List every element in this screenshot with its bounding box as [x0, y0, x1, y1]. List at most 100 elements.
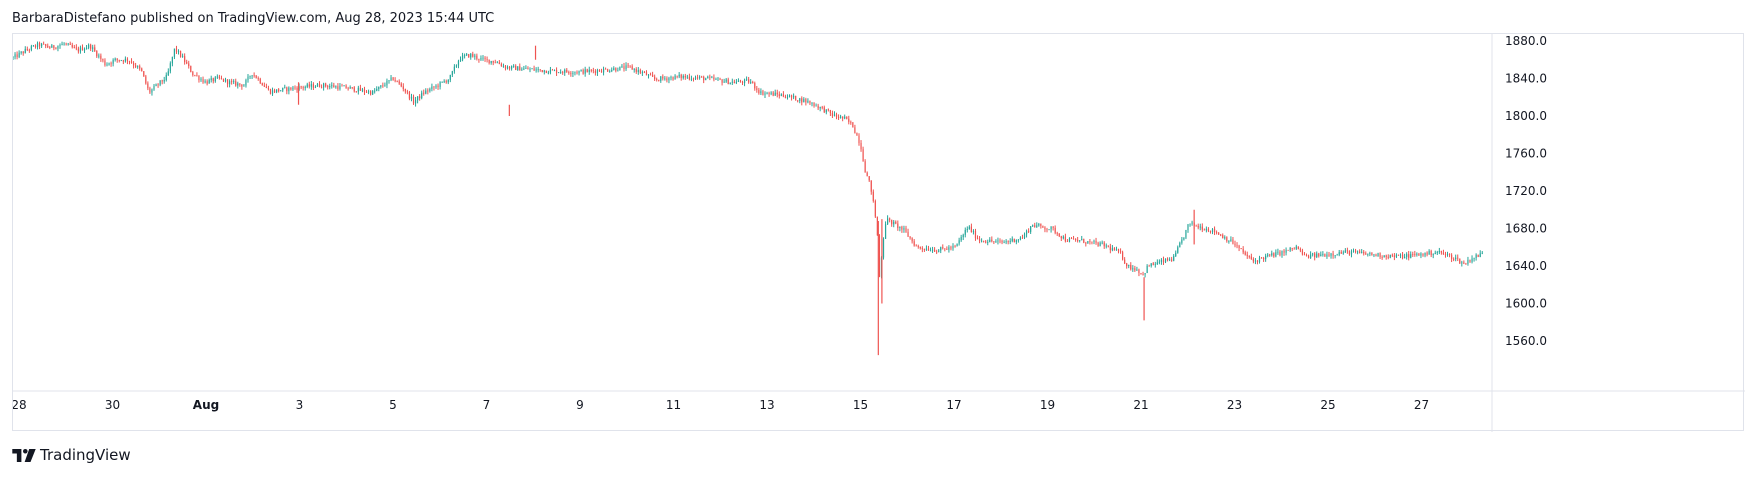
candle-body [737, 80, 740, 82]
candle-body [1220, 234, 1222, 236]
candle-body [731, 81, 733, 83]
candle-body [931, 249, 934, 251]
candle-body [67, 43, 69, 45]
candle-body [1434, 252, 1436, 255]
candle-body [1111, 248, 1113, 251]
candle-body [566, 69, 568, 73]
candle-body [370, 91, 372, 95]
candle-body [1426, 252, 1428, 255]
candle-body [574, 72, 576, 74]
candle-body [623, 66, 625, 69]
candle-body [155, 84, 157, 87]
candle-body [116, 58, 118, 60]
candle-body [1105, 245, 1107, 247]
candle-body [637, 70, 639, 72]
candle-body [1457, 257, 1459, 259]
candle-body [795, 95, 797, 101]
x-tick-label: 9 [576, 398, 584, 412]
candle-body [825, 109, 827, 113]
candle-body [1273, 253, 1275, 257]
candle-body [20, 51, 22, 53]
candle-body [927, 248, 930, 251]
candle-body [1293, 248, 1295, 250]
candle-body [423, 92, 425, 94]
candle-body [797, 100, 799, 102]
candle-body [79, 47, 82, 52]
candle-body [733, 81, 735, 84]
candle-body [835, 114, 838, 117]
candle-body [1279, 251, 1281, 256]
candle-body [1001, 240, 1003, 243]
publisher-name[interactable]: BarbaraDistefano [12, 11, 126, 26]
candle-body [1023, 234, 1026, 239]
candle-body [196, 75, 198, 77]
candle-body [1305, 254, 1308, 256]
candle-body [1481, 252, 1483, 254]
candle-body [486, 58, 488, 60]
candle-body [746, 79, 748, 81]
candle-body [703, 76, 705, 81]
candle-body [169, 63, 171, 72]
candle-body [1066, 241, 1069, 243]
candle-body [786, 97, 789, 99]
candle-body [940, 247, 942, 251]
candle-body [768, 93, 770, 94]
candle-body [94, 47, 96, 51]
candle-body [372, 90, 374, 95]
candle-body [764, 93, 766, 95]
candle-body [1299, 249, 1301, 251]
candle-body [1285, 249, 1287, 253]
candle-body [856, 133, 858, 136]
candle-body [51, 45, 53, 48]
candle-body [1338, 252, 1340, 255]
candle-body [1436, 252, 1438, 254]
candle-body [186, 62, 188, 64]
x-tick-label: 19 [1040, 398, 1055, 412]
candle-body [1287, 249, 1289, 251]
x-tick-label: 7 [483, 398, 491, 412]
price-chart[interactable]: 1880.0 1840.0 1800.0 1760.0 1720.0 1680.0 1640… [13, 34, 1745, 432]
candle-body [239, 83, 241, 85]
candle-body [398, 81, 400, 84]
candle-body [987, 242, 989, 243]
candle-body [1144, 273, 1146, 275]
candle-body [944, 248, 946, 250]
candle-body [1379, 253, 1381, 258]
candle-body [1381, 257, 1383, 258]
candle-body [882, 238, 885, 258]
candle-body [602, 68, 605, 73]
candle-body [619, 66, 621, 71]
candle-body [1224, 237, 1226, 239]
candle-body [852, 122, 854, 128]
candle-body [664, 78, 666, 80]
candle-body [1079, 240, 1081, 242]
candle-body [1213, 228, 1216, 233]
candle-body [719, 78, 721, 80]
x-tick-label: 17 [946, 398, 961, 412]
candle-body [157, 84, 159, 86]
candle-body [1361, 251, 1363, 253]
candle-body [81, 47, 84, 51]
candle-body [1365, 253, 1367, 255]
candle-body [323, 83, 325, 88]
candle-body [635, 69, 637, 72]
candle-body [1246, 254, 1248, 256]
candle-body [243, 85, 245, 87]
y-tick-label: 1800.0 [1505, 109, 1547, 123]
candle-body [41, 43, 43, 47]
candle-body [18, 52, 20, 58]
candle-body [1238, 245, 1240, 249]
candle-body [1322, 254, 1324, 255]
candle-body [404, 89, 406, 92]
candle-body [271, 90, 274, 94]
candle-body [1242, 248, 1244, 253]
candle-body [194, 75, 196, 76]
brand-name[interactable]: TradingView [40, 446, 131, 464]
candle-body [519, 66, 521, 71]
candle-body [1395, 254, 1398, 257]
candle-body [1453, 258, 1455, 260]
candle-body [1054, 227, 1056, 233]
candle-body [633, 69, 635, 70]
x-tick-label: 30 [105, 398, 120, 412]
candle-body [607, 69, 609, 72]
